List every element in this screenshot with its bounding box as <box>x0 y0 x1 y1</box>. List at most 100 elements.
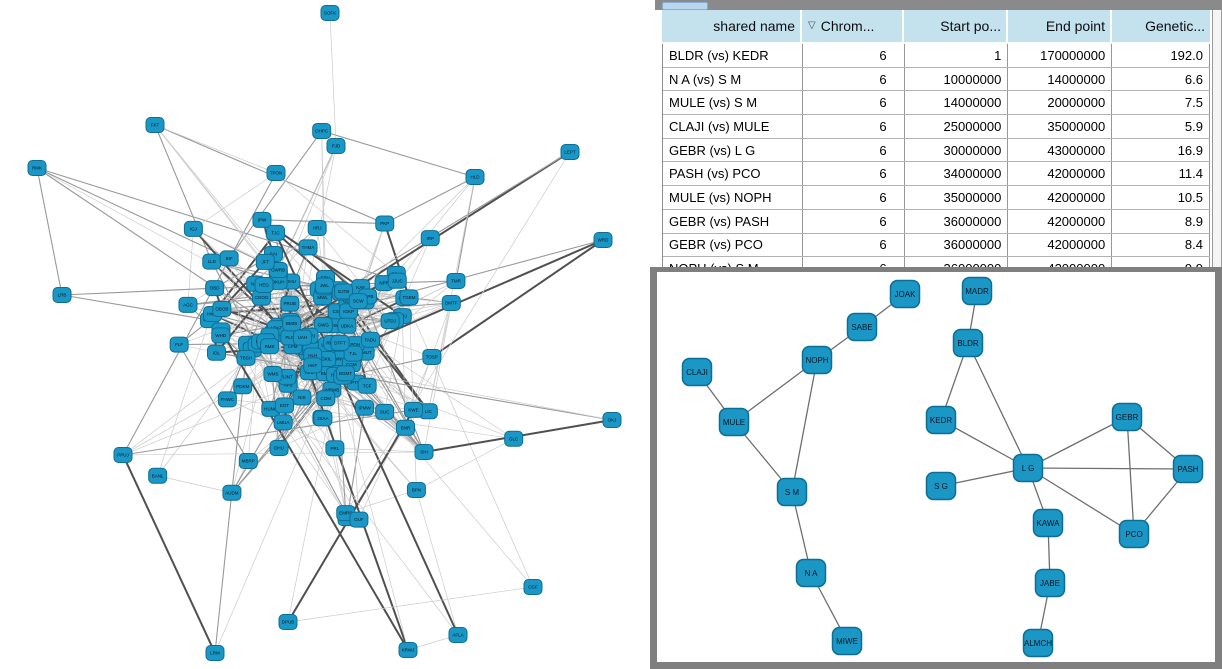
network-node[interactable]: LLD <box>202 253 222 270</box>
network-edge[interactable] <box>221 261 267 310</box>
subnetwork-node-sabe[interactable]: SABE <box>846 312 878 342</box>
network-edge[interactable] <box>396 176 476 275</box>
network-node[interactable]: UDKA <box>337 317 357 334</box>
table-row[interactable]: MULE (vs) NOPH 6 35000000 42000000 10.5 <box>663 186 1210 210</box>
network-node[interactable]: TADU <box>360 331 380 348</box>
network-node[interactable]: BMDI <box>282 315 302 332</box>
network-edge[interactable] <box>408 297 417 490</box>
network-edge[interactable] <box>193 172 277 230</box>
network-node[interactable]: AUDM <box>222 484 242 501</box>
table-row[interactable]: CLAJI (vs) MULE 6 25000000 35000000 5.9 <box>663 115 1210 139</box>
network-edge[interactable] <box>36 167 324 326</box>
network-node[interactable]: HEG <box>254 276 274 293</box>
network-edge[interactable] <box>274 232 459 636</box>
subnetwork-node-kawa[interactable]: KAWA <box>1032 508 1064 538</box>
network-node[interactable]: AGC <box>178 296 198 313</box>
network-node[interactable]: RMS <box>260 338 280 355</box>
network-edge[interactable] <box>36 167 304 348</box>
main-network-canvas[interactable]: PJDDFCOSIHLIMNFEWHUNGNDDKAEDRWTJCHWLIRPL… <box>0 0 655 669</box>
network-edge[interactable] <box>245 357 272 410</box>
main-network-view[interactable]: PJDDFCOSIHLIMNFEWHUNGNDDKAEDRWTJCHWLIRPL… <box>0 0 655 669</box>
network-node[interactable]: DPUB <box>278 614 298 630</box>
subnetwork-node-pash[interactable]: PASH <box>1172 454 1204 484</box>
network-node[interactable]: LMUA <box>273 414 293 431</box>
subnetwork-canvas[interactable]: JOAK SABE NOPH CLAJI MULE S M N A MIWE MADR BLDR K… <box>657 272 1215 662</box>
network-node[interactable]: UTDJ <box>380 313 400 330</box>
network-node[interactable]: PPUJ <box>113 447 133 463</box>
table-row[interactable]: GEBR (vs) PASH 6 36000000 42000000 8.9 <box>663 209 1210 234</box>
network-node[interactable]: TCF <box>357 377 377 394</box>
network-edge[interactable] <box>231 346 270 493</box>
network-node[interactable]: LEPT <box>560 144 580 160</box>
network-node[interactable]: PRUB <box>280 295 300 312</box>
network-edge[interactable] <box>284 405 459 636</box>
network-node[interactable]: OUF <box>349 511 369 528</box>
subnetwork-node-madr[interactable]: MADR <box>961 276 993 306</box>
network-edge[interactable] <box>231 352 313 494</box>
network-edge[interactable] <box>61 294 210 321</box>
network-node[interactable]: SOFK <box>320 5 340 21</box>
network-node[interactable]: NIS <box>292 389 312 406</box>
subnetwork-node-pco[interactable]: PCO <box>1118 519 1150 549</box>
network-edge[interactable] <box>36 167 63 296</box>
table-row[interactable]: BLDR (vs) KEDR 6 1 170000000 192.0 <box>663 44 1210 68</box>
network-node[interactable]: BANL <box>148 467 168 484</box>
network-edge[interactable] <box>211 260 280 327</box>
network-node[interactable]: FKT <box>145 117 165 133</box>
network-node[interactable]: BGMT <box>335 365 355 382</box>
network-edge[interactable] <box>179 343 248 346</box>
network-node[interactable]: KRWJ <box>398 642 418 658</box>
subnetwork-edge[interactable] <box>1027 467 1135 535</box>
network-edge[interactable] <box>122 454 216 654</box>
network-edge[interactable] <box>345 151 571 514</box>
network-node[interactable]: TOSP <box>422 348 442 365</box>
table-row[interactable]: N A (vs) S M 6 10000000 14000000 6.6 <box>663 67 1210 92</box>
network-node[interactable]: GLC <box>504 430 524 447</box>
network-edge[interactable] <box>36 167 398 282</box>
network-node[interactable]: AFLA <box>448 627 468 643</box>
network-node[interactable]: JSAA <box>313 410 333 427</box>
network-node[interactable]: BNR <box>395 419 415 436</box>
network-node[interactable]: IPMW <box>355 399 375 416</box>
subnetwork-edge[interactable] <box>791 359 818 493</box>
network-edge[interactable] <box>431 239 604 358</box>
network-node[interactable]: HRJ <box>307 219 327 236</box>
network-node[interactable]: BPN <box>406 481 426 498</box>
network-edge[interactable] <box>423 302 452 453</box>
network-edge[interactable] <box>154 124 277 174</box>
network-node[interactable]: TBSH <box>236 349 256 366</box>
network-node[interactable]: PDKM <box>233 378 253 395</box>
network-edge[interactable] <box>275 172 397 275</box>
column-header-shared-name[interactable]: shared name <box>662 10 802 42</box>
network-edge[interactable] <box>157 349 253 476</box>
horizontal-scrollbar-thumb[interactable] <box>662 2 708 10</box>
network-node[interactable]: GJTB <box>334 283 354 300</box>
network-edge[interactable] <box>157 475 232 494</box>
network-edge[interactable] <box>345 489 417 514</box>
network-node[interactable]: SCW <box>348 293 368 310</box>
network-edge[interactable] <box>334 447 425 453</box>
column-header-end-point[interactable]: End point <box>1008 10 1112 42</box>
subnetwork-node-jabe[interactable]: JABE <box>1034 568 1066 598</box>
network-node[interactable]: HKF <box>303 357 323 374</box>
network-edge[interactable] <box>122 172 277 456</box>
network-node[interactable]: MBRP <box>238 453 258 470</box>
network-node[interactable]: OBD <box>205 280 225 297</box>
network-edge[interactable] <box>404 297 534 588</box>
network-edge[interactable] <box>122 289 340 456</box>
network-edge[interactable] <box>321 130 476 178</box>
network-node[interactable]: OBOB <box>212 301 232 318</box>
network-edge[interactable] <box>247 344 258 462</box>
network-edge[interactable] <box>277 145 337 271</box>
network-node[interactable]: CGF <box>523 579 543 595</box>
network-edge[interactable] <box>157 319 210 476</box>
network-edge[interactable] <box>335 367 613 421</box>
network-node[interactable]: TJC <box>266 224 286 241</box>
network-node[interactable]: JFT <box>255 253 275 270</box>
network-node[interactable]: RMK <box>27 160 47 176</box>
network-node[interactable]: KWE <box>403 401 423 418</box>
network-edge[interactable] <box>36 167 230 259</box>
network-node[interactable]: DTFT <box>330 334 350 351</box>
column-header-genetic-[interactable]: Genetic... <box>1112 10 1210 42</box>
subnetwork-node-kedr[interactable]: KEDR <box>925 405 957 435</box>
